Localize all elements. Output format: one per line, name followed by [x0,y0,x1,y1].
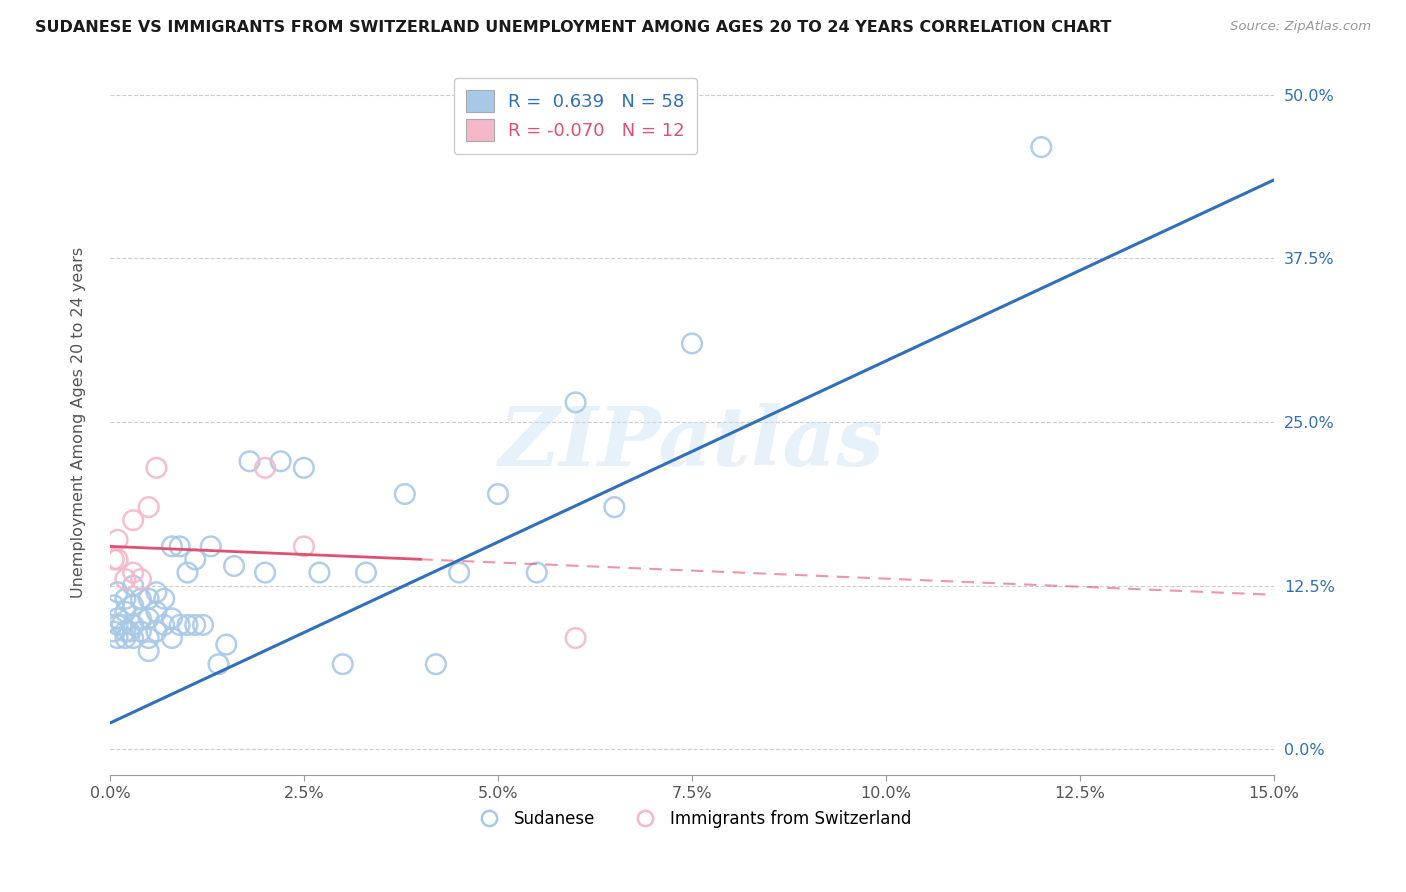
Point [145,605,167,619]
Point [107,533,129,547]
Point [129,572,152,586]
Point [191,618,214,632]
Point [107,631,129,645]
Legend: Sudanese, Immigrants from Switzerland: Sudanese, Immigrants from Switzerland [465,803,918,834]
Point [394,487,416,501]
Text: ZIPatlas: ZIPatlas [499,403,884,483]
Point [292,540,315,554]
Point [122,599,145,613]
Point [160,631,183,645]
Y-axis label: Unemployment Among Ages 20 to 24 years: Unemployment Among Ages 20 to 24 years [72,246,86,598]
Point [425,657,447,672]
Point [153,618,176,632]
Point [122,618,145,632]
Point [103,599,125,613]
Point [564,395,586,409]
Point [138,500,160,514]
Point [145,624,167,639]
Point [207,657,229,672]
Point [103,624,125,639]
Point [564,631,586,645]
Point [114,572,136,586]
Point [110,618,132,632]
Point [239,454,262,468]
Point [107,618,129,632]
Point [145,585,167,599]
Point [107,611,129,625]
Point [270,454,292,468]
Point [138,631,160,645]
Point [129,611,152,625]
Point [200,540,222,554]
Point [354,566,377,580]
Point [254,460,277,475]
Point [114,591,136,606]
Point [169,540,191,554]
Point [129,591,152,606]
Point [114,605,136,619]
Point [145,460,167,475]
Point [169,618,191,632]
Text: SUDANESE VS IMMIGRANTS FROM SWITZERLAND UNEMPLOYMENT AMONG AGES 20 TO 24 YEARS C: SUDANESE VS IMMIGRANTS FROM SWITZERLAND … [35,20,1112,35]
Point [138,591,160,606]
Point [122,579,145,593]
Point [176,566,198,580]
Point [138,611,160,625]
Point [114,624,136,639]
Point [122,513,145,527]
Point [222,559,245,574]
Point [254,566,277,580]
Point [160,611,183,625]
Point [118,624,141,639]
Point [153,591,176,606]
Point [103,552,125,566]
Point [292,460,315,475]
Point [184,618,207,632]
Point [215,638,238,652]
Point [603,500,626,514]
Point [107,552,129,566]
Point [176,618,198,632]
Point [526,566,548,580]
Point [107,585,129,599]
Point [122,566,145,580]
Point [486,487,509,501]
Point [184,552,207,566]
Point [332,657,354,672]
Point [449,566,471,580]
Point [114,631,136,645]
Point [122,631,145,645]
Point [1031,140,1053,154]
Point [308,566,330,580]
Point [138,644,160,658]
Point [160,540,183,554]
Text: Source: ZipAtlas.com: Source: ZipAtlas.com [1230,20,1371,33]
Point [681,336,703,351]
Point [129,624,152,639]
